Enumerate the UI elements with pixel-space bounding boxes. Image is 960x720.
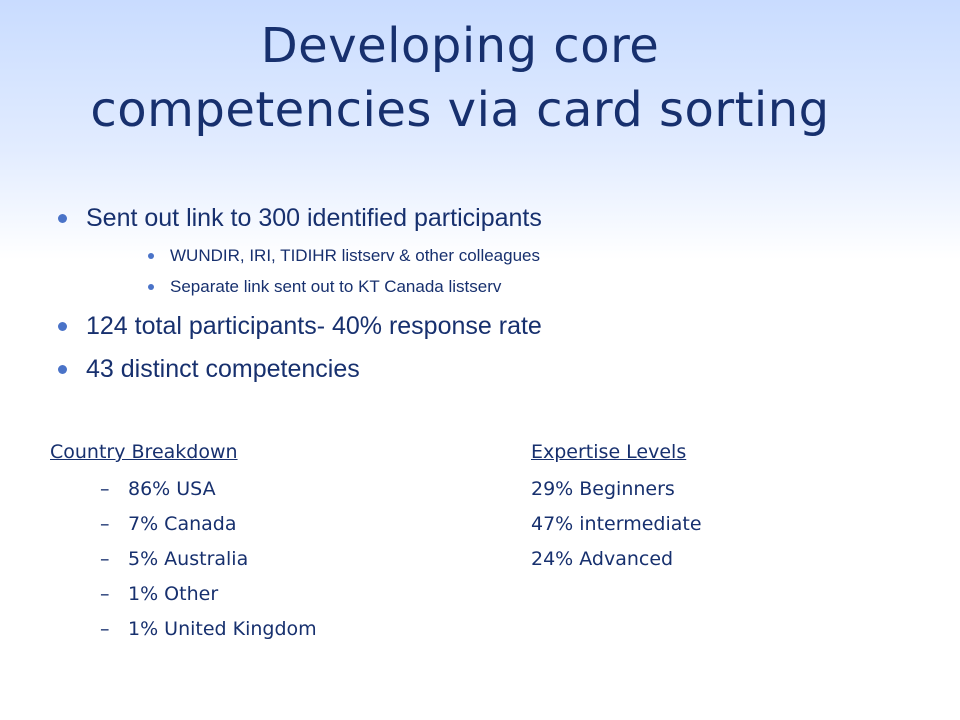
sub-bullet-item: WUNDIR, IRI, TIDIHR listserv & other col… bbox=[170, 246, 540, 265]
dash-marker: – bbox=[100, 478, 110, 500]
country-item: 5% Australia bbox=[128, 548, 249, 570]
country-breakdown-heading: Country Breakdown bbox=[50, 441, 238, 463]
slide-title: Developing core competencies via card so… bbox=[0, 14, 920, 142]
country-item: 1% Other bbox=[128, 583, 219, 605]
expertise-levels-heading: Expertise Levels bbox=[531, 441, 687, 463]
dash-marker: – bbox=[100, 513, 110, 535]
dash-marker: – bbox=[100, 548, 110, 570]
sub-bullet-item: Separate link sent out to KT Canada list… bbox=[170, 277, 502, 296]
country-item: 1% United Kingdom bbox=[128, 618, 317, 640]
expertise-item: 47% intermediate bbox=[531, 513, 702, 535]
expertise-item: 24% Advanced bbox=[531, 548, 674, 570]
country-item: 7% Canada bbox=[128, 513, 237, 535]
bullet-item: 124 total participants- 40% response rat… bbox=[86, 312, 542, 340]
bullet-dot bbox=[58, 365, 67, 374]
bullet-dot bbox=[58, 214, 67, 223]
bullet-item: Sent out link to 300 identified particip… bbox=[86, 204, 542, 232]
sub-bullet-dot bbox=[148, 284, 154, 290]
title-line-2: competencies via card sorting bbox=[90, 82, 830, 138]
bullet-item: 43 distinct competencies bbox=[86, 355, 360, 383]
dash-marker: – bbox=[100, 618, 110, 640]
sub-bullet-dot bbox=[148, 253, 154, 259]
bullet-dot bbox=[58, 322, 67, 331]
expertise-item: 29% Beginners bbox=[531, 478, 675, 500]
title-line-1: Developing core bbox=[260, 18, 660, 74]
dash-marker: – bbox=[100, 583, 110, 605]
country-item: 86% USA bbox=[128, 478, 216, 500]
